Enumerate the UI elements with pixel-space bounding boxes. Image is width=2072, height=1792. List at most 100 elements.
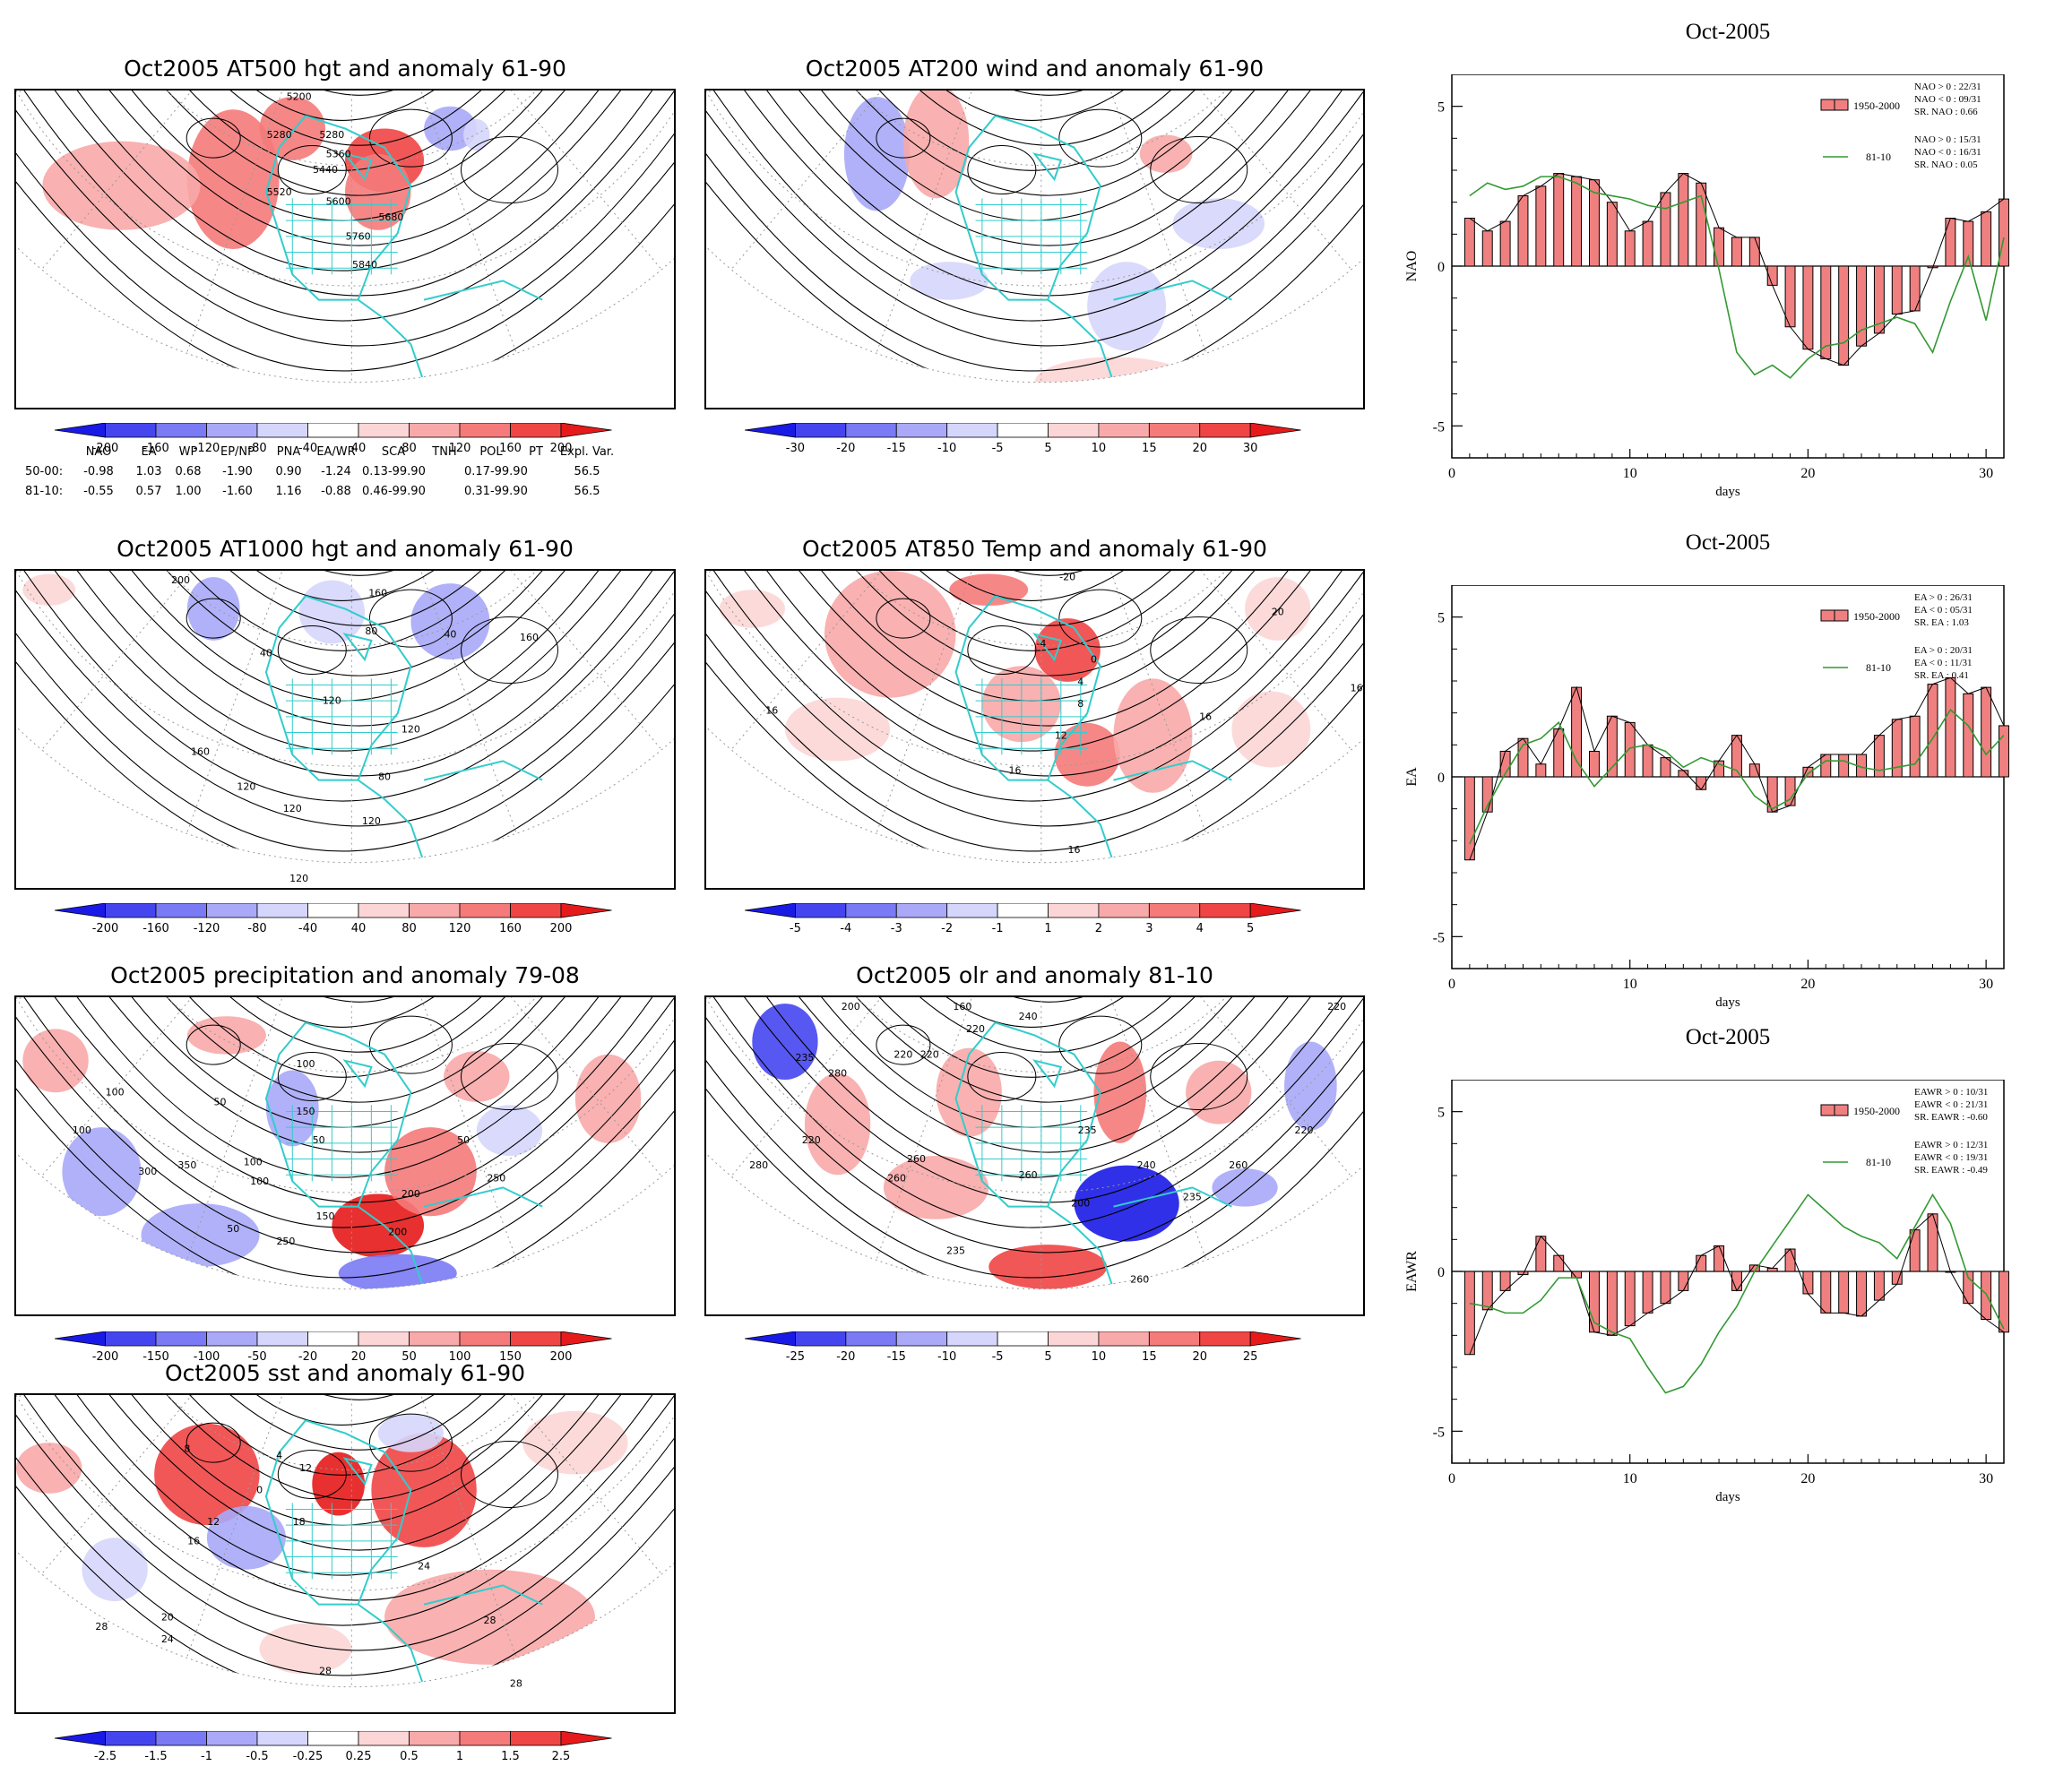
map-panel-sst: 8 12 16 20 24 28 4 0 12 18 24 28 28 28 (14, 1393, 676, 1714)
colorbar-tick-label: 1.5 (501, 1750, 520, 1763)
contour-label: 12 (299, 1462, 312, 1474)
colorbar-tick-label: 80 (401, 442, 417, 455)
contour-label: 100 (296, 1058, 315, 1070)
contour-label: 8 (1077, 698, 1083, 710)
colorbar-swatch (560, 1331, 612, 1347)
bar-1950-2000 (1838, 754, 1850, 778)
contour-label: 5840 (352, 259, 377, 271)
map-panel-precip: 100 100 50 150 50 100 100 50 200 250 150 100 50 350 30… (14, 995, 676, 1316)
anomaly-shading (206, 1505, 286, 1570)
colorbar-tick-label: -30 (786, 442, 805, 455)
anomaly-shading (476, 1105, 543, 1156)
colorbar-swatch (307, 1730, 359, 1746)
contour-label: 0 (1091, 654, 1097, 666)
colorbar-swatch (510, 1331, 562, 1347)
bar-1950-2000 (1571, 176, 1583, 267)
colorbar-tick-label: -5 (992, 1350, 1004, 1364)
bar-1950-2000 (1748, 237, 1760, 267)
x-tick-label: 20 (1800, 466, 1815, 481)
anomaly-shading (1139, 134, 1193, 174)
colorbar-swatch (105, 902, 157, 918)
anomaly-shading (410, 583, 490, 660)
contour-label: 150 (296, 1106, 315, 1117)
y-axis-label: EAWR (1404, 1251, 1420, 1292)
legend-line-stat: SR. EA : 0.41 (1914, 670, 1969, 681)
contour-line (706, 90, 1363, 372)
colorbar-tick-label: -3 (891, 922, 902, 935)
colorbar-tick-label: 4 (1196, 922, 1204, 935)
line-81-10 (1469, 176, 2005, 379)
contour-label: 5280 (267, 129, 292, 141)
colorbar-tick-label: -15 (887, 1350, 906, 1364)
map-title: Oct2005 AT850 Temp and anomaly 61-90 (802, 536, 1267, 562)
bar-1950-2000 (1748, 763, 1760, 778)
contour-label: 220 (802, 1134, 821, 1146)
contour-line (368, 589, 453, 648)
map-svg: 8 12 16 20 24 28 4 0 12 18 24 28 28 28 (16, 1395, 674, 1690)
colorbar-swatch (946, 1331, 998, 1347)
contour-label: 5760 (346, 230, 371, 242)
colorbar-swatch (155, 422, 207, 438)
colorbar-tick-label: 2 (1095, 922, 1102, 935)
contour-line (131, 571, 573, 601)
colorbar-swatch (155, 1730, 207, 1746)
colorbar-swatch (307, 1331, 359, 1347)
line-1950-2000 (1469, 676, 2005, 860)
bar-1950-2000 (1571, 1271, 1583, 1279)
map-svg: 200 160 80 40 40 160 120 120 160 120 80 120 120 120 (16, 571, 674, 884)
contour-label: 120 (401, 724, 420, 736)
bar-1950-2000 (1999, 1271, 2009, 1333)
anomaly-shading (1034, 618, 1101, 682)
map-title: Oct2005 olr and anomaly 81-10 (856, 962, 1213, 988)
anomaly-shading (949, 573, 1029, 606)
bar-1950-2000 (1535, 185, 1547, 267)
bar-1950-2000 (1891, 265, 1903, 314)
x-tick-label: 10 (1623, 977, 1637, 992)
bar-1950-2000 (1696, 1254, 1707, 1272)
contour-label: -4 (1036, 638, 1046, 650)
legend-bar-stat: NAO > 0 : 22/31 (1914, 82, 1981, 92)
index-table-cell: -1.90 (222, 464, 253, 478)
x-tick-label: 0 (1448, 1471, 1455, 1486)
colorbar-tick-label: -120 (194, 922, 220, 935)
contour-line (16, 90, 674, 372)
contour-line (16, 1395, 674, 1651)
map-svg: -20 -4 04 8 12 16 16 16 16 20 16 (706, 571, 1363, 864)
colorbar-precip: -200 -150 -100 -50 -20 20 50 100 150 200 (54, 1331, 671, 1371)
index-table-header: EP/NP (220, 444, 255, 459)
anomaly-shading (259, 1623, 352, 1675)
colorbar-swatch (560, 422, 612, 438)
colorbar-swatch (997, 422, 1049, 438)
contour-line (16, 997, 674, 1254)
coastline (954, 1021, 1232, 1289)
colorbar-tick-label: 200 (550, 922, 573, 935)
legend-bar-label: 1950-2000 (1853, 99, 1900, 112)
contour-line (967, 145, 1037, 194)
anomaly-shading (883, 1156, 989, 1219)
colorbar-swatch (510, 1730, 562, 1746)
colorbar-swatch (358, 902, 410, 918)
legend-line-stat: NAO > 0 : 15/31 (1914, 134, 1981, 145)
longitude-grid-line (351, 997, 674, 1049)
bar-1950-2000 (1678, 1271, 1689, 1291)
colorbar-swatch (1199, 1331, 1251, 1347)
index-table-header-row: NAO EA WP EP/NP PNA EA/WR SCA TNH POL PT Expl. Var… (25, 442, 620, 461)
colorbar-swatch (510, 902, 562, 918)
bar-1950-2000 (1481, 1271, 1493, 1311)
contour-line (56, 1395, 648, 1501)
colorbar-swatch (54, 902, 106, 918)
x-axis-label: days (1715, 485, 1740, 499)
colorbar-swatch (1199, 422, 1251, 438)
y-tick-label: 0 (1437, 260, 1445, 275)
colorbar-swatch (459, 902, 511, 918)
anomaly-shading (345, 153, 411, 230)
colorbar-tick-label: 5 (1247, 922, 1254, 935)
contour-line (186, 1422, 241, 1463)
contour-label: 260 (907, 1153, 926, 1165)
contour-line (1150, 616, 1248, 684)
colorbar-tick-label: 10 (1092, 442, 1107, 455)
x-tick-label: 30 (1979, 977, 1993, 992)
contour-line (277, 1052, 347, 1101)
map-svg: 200 160 220 240 235 280 220 220 260 235 260 280 220 2… (706, 997, 1363, 1290)
contour-label: 4 (276, 1450, 282, 1461)
